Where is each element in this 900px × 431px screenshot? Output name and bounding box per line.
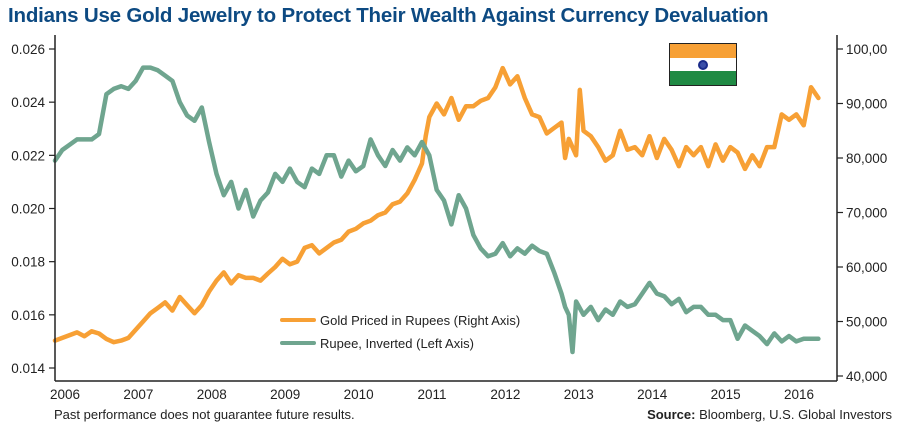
flag-green-band — [670, 71, 736, 85]
right-tick-label: 100,00 — [846, 42, 887, 57]
left-tick-label: 0.026 — [11, 42, 45, 57]
right-tick-label: 90,000 — [846, 97, 887, 112]
legend: Gold Priced in Rupees (Right Axis) Rupee… — [280, 313, 520, 351]
source-value: Bloomberg, U.S. Global Investors — [695, 407, 892, 422]
x-tick-label: 2016 — [784, 387, 814, 402]
source-text: Source: Bloomberg, U.S. Global Investors — [647, 407, 892, 422]
left-tick-label: 0.020 — [11, 202, 45, 217]
right-axis-ticks: 40,000 50,000 60,000 70,000 80,000 90,000 100,… — [837, 42, 887, 384]
series-layer — [52, 65, 821, 355]
gold-rupee-series-line — [52, 65, 821, 345]
x-tick-label: 2009 — [270, 387, 300, 402]
left-tick-label: 0.014 — [11, 361, 45, 376]
x-axis-ticks: 2006 2007 2008 2009 2010 2011 2012 2013 2014 2015… — [50, 387, 814, 402]
chart-title: Indians Use Gold Jewelry to Protect Thei… — [8, 4, 769, 27]
disclaimer-text: Past performance does not guarantee futu… — [54, 407, 355, 422]
ashoka-chakra-icon — [698, 59, 708, 70]
india-flag-icon — [669, 43, 737, 86]
x-tick-label: 2006 — [50, 387, 80, 402]
x-tick-label: 2013 — [564, 387, 594, 402]
left-tick-label: 0.016 — [11, 308, 45, 323]
rupee-inverted-series-line — [52, 65, 821, 355]
legend-label-rupee: Rupee, Inverted (Left Axis) — [320, 336, 474, 351]
left-tick-label: 0.024 — [11, 95, 45, 110]
right-tick-label: 40,000 — [846, 369, 887, 384]
left-tick-label: 0.018 — [11, 255, 45, 270]
x-tick-label: 2012 — [490, 387, 520, 402]
legend-label-gold: Gold Priced in Rupees (Right Axis) — [320, 313, 520, 328]
x-tick-label: 2007 — [123, 387, 153, 402]
right-tick-label: 70,000 — [846, 206, 887, 221]
right-tick-label: 50,000 — [846, 315, 887, 330]
left-tick-label: 0.022 — [11, 148, 45, 163]
right-tick-label: 80,000 — [846, 151, 887, 166]
left-axis-ticks: 0.014 0.016 0.018 0.020 0.022 0.024 0.026 — [11, 42, 55, 376]
x-tick-label: 2014 — [637, 387, 668, 402]
x-tick-label: 2011 — [417, 387, 446, 402]
right-tick-label: 60,000 — [846, 260, 887, 275]
x-tick-label: 2010 — [344, 387, 374, 402]
x-tick-label: 2008 — [197, 387, 227, 402]
x-tick-label: 2015 — [711, 387, 741, 402]
flag-saffron-band — [670, 44, 736, 58]
source-label: Source: — [647, 407, 696, 422]
